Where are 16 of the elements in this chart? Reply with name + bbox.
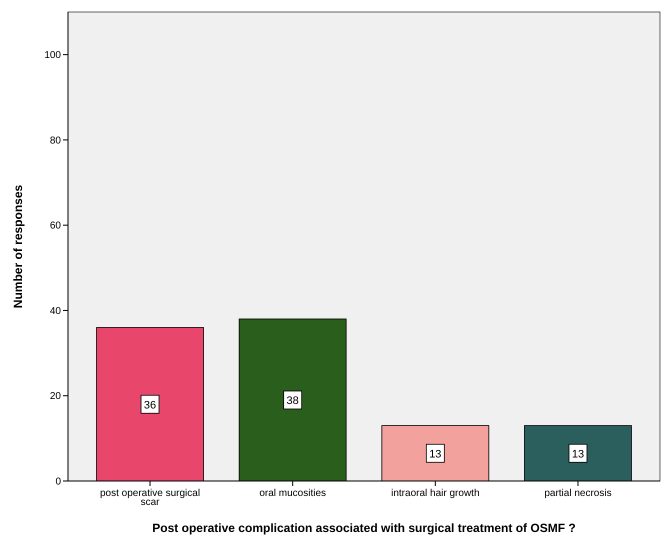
y-tick-label: 20: [50, 391, 62, 402]
y-axis-title: Number of responses: [11, 184, 25, 308]
x-axis-title: Post operative complication associated with surgical treatment of OSMF ?: [152, 521, 576, 535]
data-label: 13: [429, 448, 442, 460]
y-tick-label: 60: [50, 220, 62, 232]
data-label: 38: [286, 394, 299, 407]
x-tick-label: partial necrosis: [544, 488, 612, 499]
x-tick-label: intraoral hair growth: [391, 488, 480, 499]
data-label: 13: [572, 448, 584, 460]
y-tick-label: 40: [50, 306, 62, 317]
y-tick-label: 100: [44, 50, 62, 62]
y-tick-label: 80: [50, 135, 62, 146]
data-label: 36: [144, 399, 156, 412]
y-tick-label: 0: [55, 476, 62, 488]
x-tick-label: post operative surgical scar: [100, 488, 200, 508]
x-tick-label: oral mucosities: [259, 488, 326, 499]
